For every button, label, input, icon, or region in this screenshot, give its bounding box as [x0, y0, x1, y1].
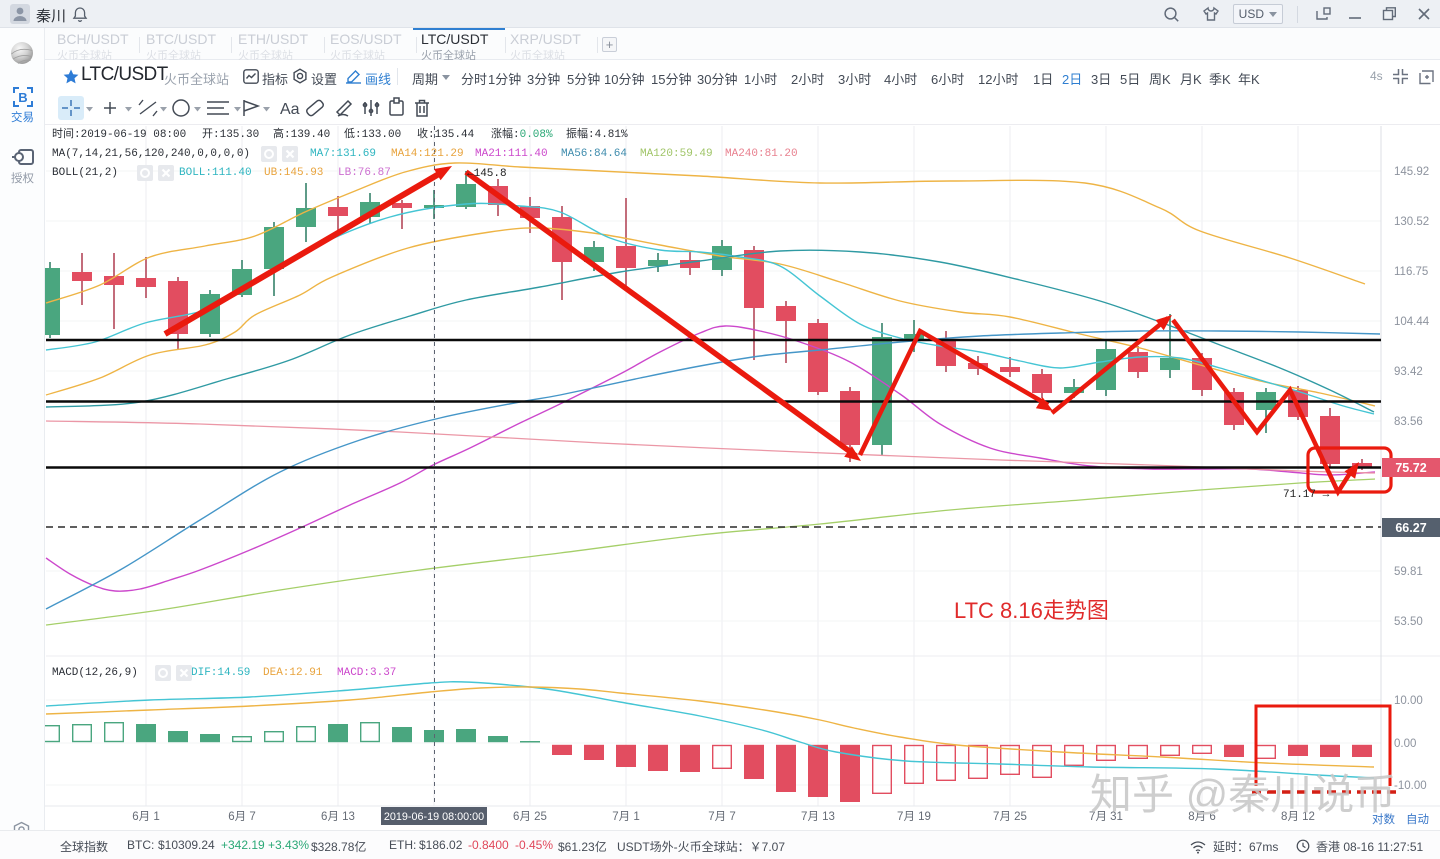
svg-text:83.56: 83.56 — [1394, 416, 1423, 428]
svg-text:开:135.30: 开:135.30 — [202, 128, 259, 141]
svg-text:Aa: Aa — [280, 101, 300, 118]
svg-text:DIF:14.59: DIF:14.59 — [191, 667, 250, 679]
svg-text:93.42: 93.42 — [1394, 366, 1423, 378]
svg-text:145.92: 145.92 — [1394, 166, 1429, 178]
svg-text:MA7:131.69: MA7:131.69 — [310, 148, 376, 160]
svg-text:6月 13: 6月 13 — [321, 811, 355, 823]
svg-text:53.50: 53.50 — [1394, 616, 1423, 628]
svg-text:-10.00: -10.00 — [1394, 780, 1427, 792]
svg-text:6月 7: 6月 7 — [228, 811, 256, 823]
svg-text:7月 1: 7月 1 — [612, 811, 640, 823]
svg-text:UB:145.93: UB:145.93 — [264, 167, 323, 179]
svg-text:MA(7,14,21,56,120,240,0,0,0,0): MA(7,14,21,56,120,240,0,0,0,0) — [52, 148, 250, 160]
svg-text:低:133.00: 低:133.00 — [344, 127, 401, 141]
svg-text:75.72: 75.72 — [1395, 461, 1426, 475]
svg-text:104.44: 104.44 — [1394, 316, 1430, 328]
svg-text:自动: 自动 — [1406, 813, 1429, 826]
svg-text:DEA:12.91: DEA:12.91 — [263, 667, 323, 679]
svg-text:MA56:84.64: MA56:84.64 — [561, 148, 627, 160]
svg-text:LTC 8.16走势图: LTC 8.16走势图 — [954, 598, 1109, 623]
svg-text:66.27: 66.27 — [1395, 521, 1426, 535]
svg-text:10.00: 10.00 — [1394, 695, 1423, 707]
svg-text:7月 31: 7月 31 — [1089, 811, 1123, 823]
svg-text:知乎 @秦川说币: 知乎 @秦川说币 — [1090, 771, 1396, 818]
svg-text:LB:76.87: LB:76.87 — [338, 167, 391, 179]
svg-text:8月 12: 8月 12 — [1281, 811, 1315, 823]
svg-text:7月 19: 7月 19 — [897, 811, 931, 823]
svg-text:MA240:81.20: MA240:81.20 — [725, 148, 798, 160]
svg-text:高:139.40: 高:139.40 — [273, 126, 330, 141]
svg-text:8月 6: 8月 6 — [1188, 811, 1216, 823]
svg-text:BOLL(21,2): BOLL(21,2) — [52, 167, 118, 179]
svg-text:BOLL:111.40: BOLL:111.40 — [179, 167, 252, 179]
svg-text:6月 1: 6月 1 — [132, 811, 160, 823]
svg-text:MACD:3.37: MACD:3.37 — [337, 667, 396, 679]
svg-text:130.52: 130.52 — [1394, 216, 1429, 228]
svg-text:MA14:121.29: MA14:121.29 — [391, 148, 464, 160]
svg-text:7月 13: 7月 13 — [801, 811, 835, 823]
svg-text:B: B — [18, 90, 27, 105]
svg-text:时间:2019-06-19 08:00: 时间:2019-06-19 08:00 — [52, 127, 186, 141]
svg-text:MACD(12,26,9): MACD(12,26,9) — [52, 667, 138, 679]
svg-text:71.17 →: 71.17 → — [1283, 489, 1330, 501]
svg-text:MA120:59.49: MA120:59.49 — [640, 148, 713, 160]
svg-text:116.75: 116.75 — [1394, 266, 1428, 278]
svg-text:0.00: 0.00 — [1394, 738, 1416, 750]
svg-text:对数: 对数 — [1372, 812, 1395, 826]
svg-text:←145.8: ←145.8 — [467, 168, 507, 180]
svg-text:MA21:111.40: MA21:111.40 — [475, 148, 548, 160]
svg-text:振幅:4.81%: 振幅:4.81% — [566, 126, 628, 141]
svg-text:7月 25: 7月 25 — [993, 811, 1027, 823]
svg-text:涨幅:0.08%: 涨幅:0.08% — [491, 127, 553, 141]
svg-text:收:135.44: 收:135.44 — [417, 126, 475, 141]
svg-text:7月 7: 7月 7 — [708, 811, 736, 823]
svg-text:2019-06-19 08:00:00: 2019-06-19 08:00:00 — [384, 811, 484, 823]
svg-text:59.81: 59.81 — [1394, 566, 1423, 578]
svg-text:6月 25: 6月 25 — [513, 811, 547, 823]
